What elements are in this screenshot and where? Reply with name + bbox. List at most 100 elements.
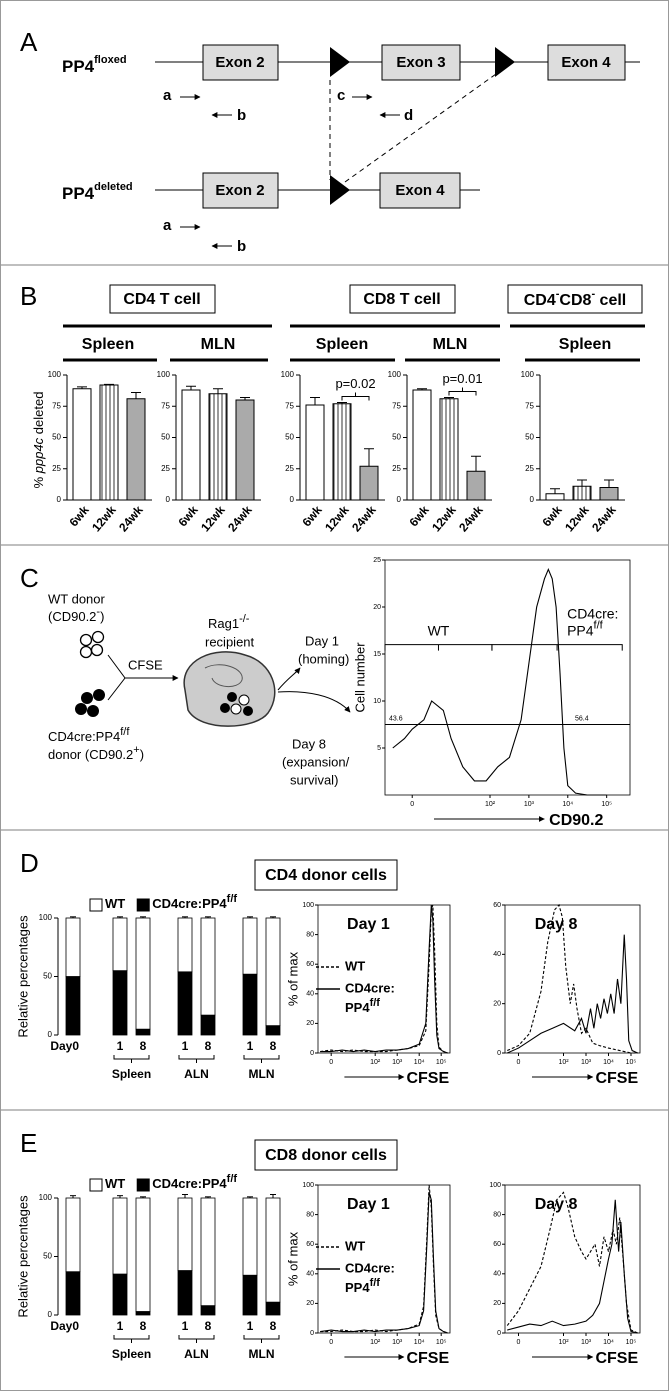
y-tick-label: 25 [285,464,294,473]
label-part: ppp4c [31,437,46,474]
y-tick-label: 0 [290,495,295,504]
legend-sup: f/f [370,1277,381,1289]
bar-segment [242,973,258,1036]
panel-b: B CD4 T cell CD8 T cell CD4-CD8- cell Sp… [20,281,645,489]
header-sup: - [591,288,595,300]
loxp [495,47,515,77]
header-box [349,284,456,314]
panel-label: E [20,1128,37,1158]
recipient-label: recipient [205,634,255,649]
primer: c [337,87,345,104]
y-tick-label: 0 [48,1310,53,1319]
panel-a: A PP4floxed Exon 2 Exon 3 Exon 4 a b c d… [20,27,640,255]
y-tick-label: 40 [306,1271,314,1278]
plot-title: Day 8 [535,916,578,933]
y-tick-label: 80 [306,1211,314,1218]
label-sup: -/- [239,613,250,625]
x-tick-label: 0 [329,1339,333,1346]
y-tick-label: 75 [161,401,170,410]
y-tick-label: 50 [43,1252,52,1261]
allele-label: PP4deleted [62,181,133,204]
x-tick-label: 10⁴ [603,1339,614,1346]
legend-label: CD4cre:PP4f/f [152,1173,237,1192]
x-tick-label: 1 [182,1319,189,1333]
y-tick-label: 60 [493,1241,501,1248]
bar [439,398,459,501]
header-box [507,284,643,314]
plot-frame [317,904,451,1054]
group-label: Spleen [112,1067,151,1081]
histogram-line [507,903,638,1054]
timepoint-label: (homing) [298,651,349,666]
primer: b [237,107,246,124]
y-tick-label: 100 [302,902,314,909]
x-tick-label: Day0 [50,1319,79,1333]
bar-segment [135,1028,151,1036]
y-tick-label: 0 [48,1030,53,1039]
label-part: % [31,473,46,488]
y-tick-label: 20 [493,1001,501,1008]
y-tick-label: 50 [161,433,170,442]
y-tick-label: 75 [285,401,294,410]
y-tick-label: 40 [493,1271,501,1278]
x-tick-label: 1 [182,1039,189,1053]
y-tick-label: 0 [497,1330,501,1337]
x-tick-label: 0 [517,1339,521,1346]
x-tick-label: 8 [270,1319,277,1333]
exon-label: Exon 3 [396,54,445,71]
bar-segment [265,1025,281,1036]
group-bracket [113,1055,150,1063]
gate-label-part: PP4 [567,622,594,638]
allele-name: PP4 [62,57,95,76]
bar-segment [265,917,281,1027]
y-axis-label: Relative percentages [15,1195,30,1318]
header: CD8 T cell [363,291,440,308]
y-tick-label: 0 [530,495,535,504]
y-tick-label: 0 [497,1050,501,1057]
bar [359,465,379,501]
bar-segment [200,1305,216,1316]
bar-segment [200,1197,216,1307]
exon-label: Exon 2 [215,182,264,199]
y-tick-label: 60 [306,961,314,968]
y-tick-label: 100 [157,370,171,379]
bar [72,388,92,501]
legend-label: PP4f/f [345,1277,380,1296]
bar [126,398,146,501]
gate-percent: 43.6 [389,715,403,722]
label-sup: - [96,606,100,618]
y-tick-label: 100 [489,1182,501,1189]
x-tick-label: 8 [205,1039,212,1053]
exon [202,44,279,81]
histogram-line [320,1192,448,1334]
label-part: (CD90.2 [48,609,96,624]
y-axis-label: Cell number [352,642,367,713]
legend-swatch [136,898,150,912]
panel-c: C WT donor (CD90.2-) CFSE Rag1-/- recipi… [20,563,351,787]
x-axis-label: CD90.2 [549,812,603,829]
label-part: donor (CD90.2 [48,747,133,762]
group-label: MLN [249,1347,275,1361]
legend-label: WT [105,1176,125,1191]
y-tick-label: 50 [43,972,52,981]
panel-title: CD8 donor cells [265,1147,387,1164]
bar-segment [112,1197,128,1275]
loxp [330,175,350,205]
legend-name: CD4cre:PP4 [152,1176,227,1191]
x-tick-label: 8 [270,1039,277,1053]
y-tick-label: 0 [397,495,402,504]
bar [208,393,228,501]
bar-segment [242,1197,258,1276]
y-tick-label: 100 [39,1193,53,1202]
legend-name: PP4 [345,1280,370,1295]
y-tick-label: 50 [392,433,401,442]
bar-segment [135,1197,151,1312]
label-part: deleted [31,392,46,438]
y-axis-label: % ppp4c deleted [31,392,46,489]
x-tick-label: 10⁴ [414,1059,425,1066]
histogram-line [320,904,448,1054]
x-tick-label: 10⁵ [626,1059,637,1066]
group-label: Spleen [112,1347,151,1361]
y-tick-label: 25 [392,464,401,473]
